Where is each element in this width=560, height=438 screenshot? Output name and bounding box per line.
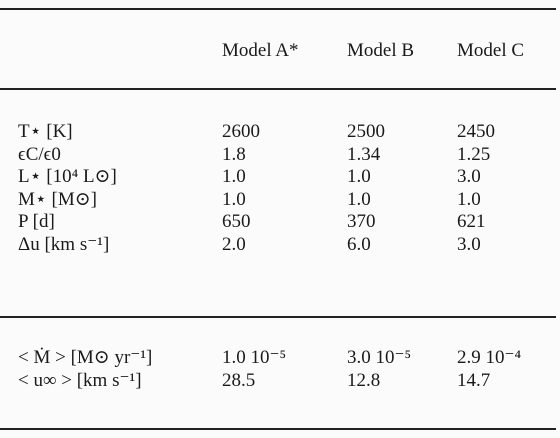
cell: 14.7 (457, 369, 491, 391)
row-label: T⋆ [K] (18, 121, 73, 142)
cell: 370 (347, 211, 376, 233)
bottom-rule (0, 428, 556, 430)
cell: 2.9 10⁻⁴ (457, 347, 522, 368)
cell: 3.0 (457, 166, 481, 188)
cell: 1.0 (222, 188, 246, 210)
cell: 3.0 (457, 234, 481, 255)
row-label: Δu [km s⁻¹] (18, 234, 110, 255)
cell: 2600 (222, 121, 260, 142)
cell: 2.0 (222, 234, 246, 255)
column-header: Model C (457, 40, 525, 61)
cell: 1.25 (457, 143, 491, 165)
row-label: M⋆ [M⊙] (18, 188, 98, 210)
cell: 1.0 10⁻⁵ (222, 347, 287, 368)
cell: 12.8 (347, 369, 381, 391)
row-label: L⋆ [10⁴ L⊙] (18, 166, 117, 188)
cell: 621 (457, 211, 486, 233)
cell: 1.0 (347, 166, 371, 188)
cell: 3.0 10⁻⁵ (347, 347, 412, 368)
cell: 2450 (457, 121, 495, 142)
cell: 1.0 (347, 188, 371, 210)
column-header: Model B (347, 40, 415, 61)
top-rule (0, 8, 556, 10)
cell: 1.0 (222, 166, 246, 188)
row-label: P [d] (18, 211, 55, 233)
cell: 1.8 (222, 143, 246, 165)
group-rule (0, 316, 556, 318)
cell: 650 (222, 211, 251, 233)
header-rule (0, 88, 556, 90)
cell: 6.0 (347, 234, 371, 255)
row-label: < u∞ > [km s⁻¹] (18, 369, 142, 391)
cell: 28.5 (222, 369, 256, 391)
row-label: < Ṁ > [M⊙ yr⁻¹] (18, 347, 153, 368)
row-label: ϵC/ϵ0 (18, 143, 61, 165)
column-header: Model A* (222, 40, 299, 61)
cell: 1.0 (457, 188, 481, 210)
cell: 2500 (347, 121, 385, 142)
cell: 1.34 (347, 143, 381, 165)
